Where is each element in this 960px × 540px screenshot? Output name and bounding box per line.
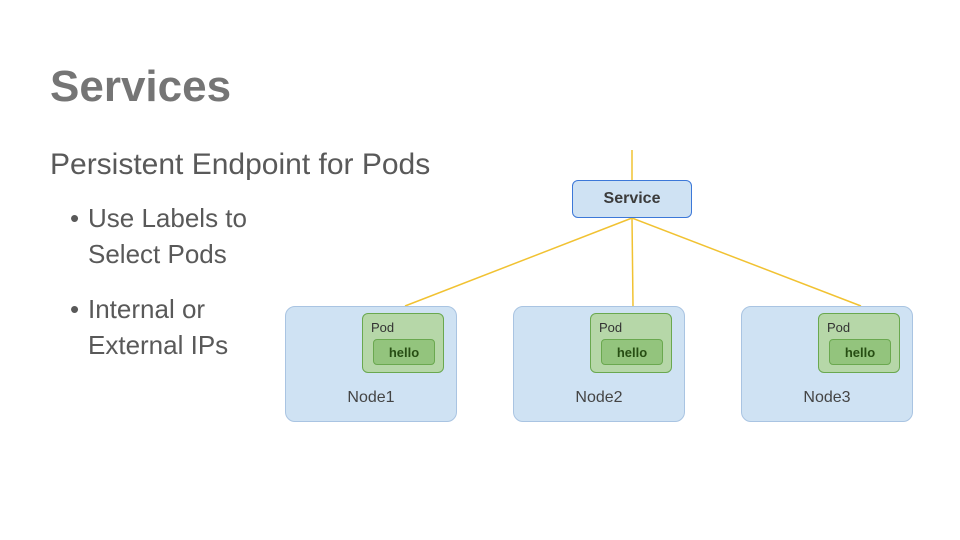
container-box: hello	[601, 339, 663, 365]
pod-box: Pod hello	[362, 313, 444, 373]
cluster-node: Pod hello Node1	[285, 306, 457, 422]
service-node: Service	[572, 180, 692, 218]
node-label: Node1	[286, 389, 456, 407]
node-label: Node3	[742, 389, 912, 407]
cluster-node: Pod hello Node3	[741, 306, 913, 422]
bullet-item: Internal or External IPs	[70, 291, 290, 364]
container-box: hello	[373, 339, 435, 365]
slide-title: Services	[50, 62, 231, 112]
pod-box: Pod hello	[590, 313, 672, 373]
cluster-node: Pod hello Node2	[513, 306, 685, 422]
bullet-item: Use Labels to Select Pods	[70, 200, 290, 273]
pod-label: Pod	[371, 320, 437, 335]
pod-label: Pod	[827, 320, 893, 335]
container-box: hello	[829, 339, 891, 365]
bullet-list: Use Labels to Select Pods Internal or Ex…	[70, 200, 290, 382]
pod-label: Pod	[599, 320, 665, 335]
node-label: Node2	[514, 389, 684, 407]
pod-box: Pod hello	[818, 313, 900, 373]
services-diagram: Service Pod hello Node1 Pod hello Node2 Pod hel…	[285, 150, 925, 440]
